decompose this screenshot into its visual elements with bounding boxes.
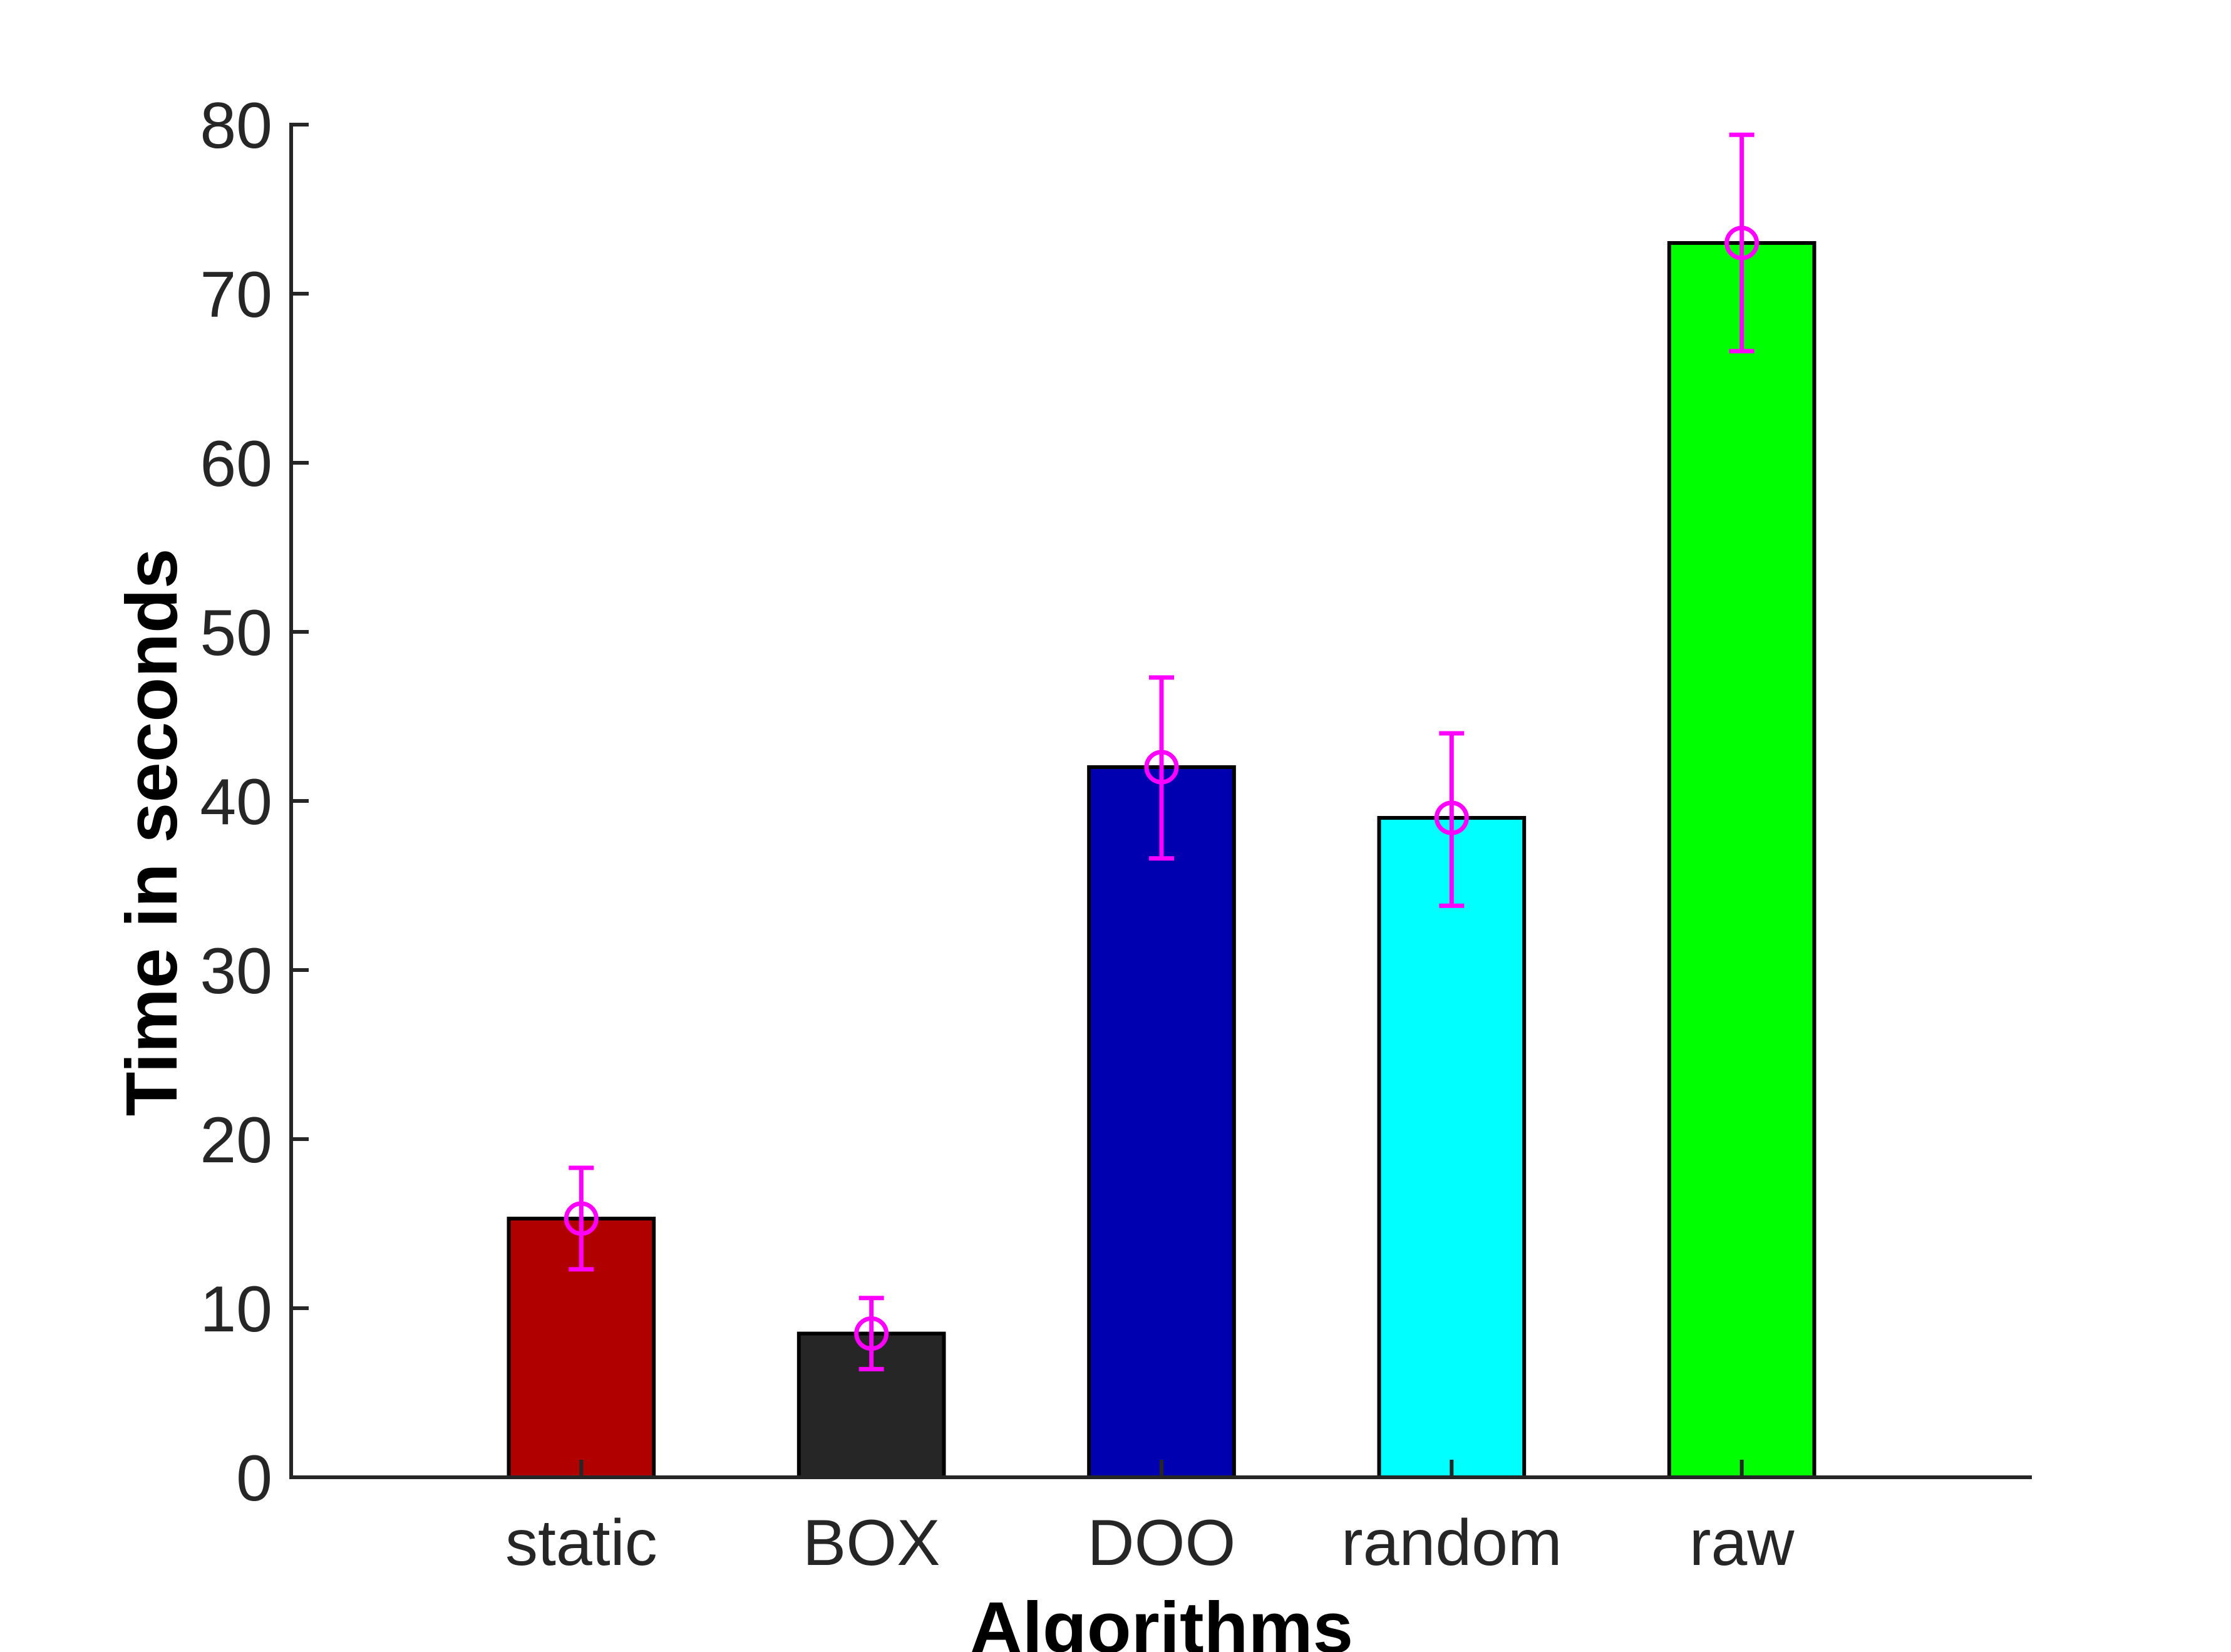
x-tick-label: raw [1689, 1507, 1795, 1579]
x-tick-label: static [505, 1507, 657, 1579]
x-tick-label: DOO [1088, 1507, 1236, 1579]
y-tick-label: 10 [200, 1273, 272, 1346]
y-tick-label: 0 [236, 1442, 272, 1515]
y-axis-title: Time in seconds [111, 549, 192, 1117]
mean-marker [1434, 800, 1469, 835]
x-axis-title: Algorithms [970, 1587, 1353, 1652]
x-tick-label: BOX [803, 1507, 940, 1579]
bar-doo [1087, 765, 1236, 1479]
y-tick-label: 60 [200, 428, 272, 500]
x-tick-label: random [1341, 1507, 1562, 1579]
bar-random [1377, 816, 1527, 1479]
mean-marker [854, 1316, 889, 1351]
bar-raw [1667, 241, 1816, 1479]
y-tick-label: 70 [200, 259, 272, 331]
y-tick-label: 30 [200, 935, 272, 1008]
mean-marker [1724, 225, 1760, 261]
error-bars-group [564, 132, 1760, 1371]
mean-marker [1144, 750, 1179, 785]
y-tick-label: 50 [200, 597, 272, 669]
y-tick-label: 40 [200, 766, 272, 839]
x-ticks-group: static BOX DOO random raw [505, 1460, 1795, 1579]
y-tick-label: 20 [200, 1104, 272, 1177]
y-tick-label: 80 [200, 90, 272, 162]
y-ticks-group: 0 10 20 30 40 50 60 70 80 [200, 90, 309, 1515]
mean-marker [564, 1201, 599, 1236]
